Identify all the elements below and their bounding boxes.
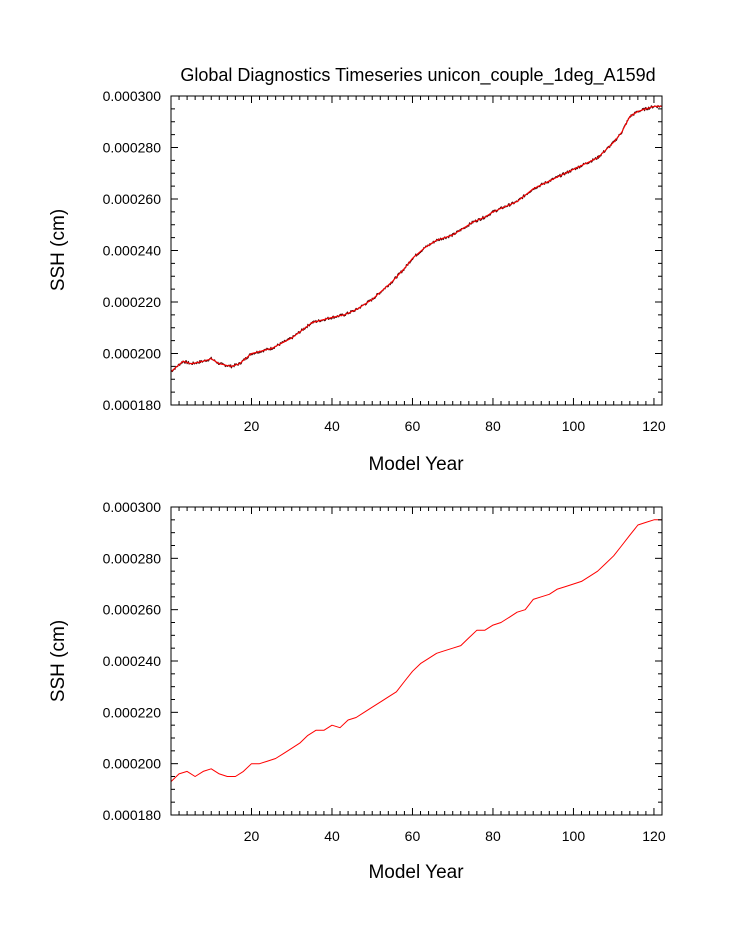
top-y-tick-label: 0.000200 bbox=[103, 346, 162, 362]
top-series-overlay bbox=[170, 105, 662, 372]
top-y-tick-label: 0.000300 bbox=[103, 88, 162, 104]
bottom-y-tick-label: 0.000200 bbox=[103, 756, 162, 772]
bottom-x-tick-label: 40 bbox=[324, 828, 340, 844]
top-y-axis-title: SSH (cm) bbox=[48, 209, 69, 291]
bottom-panel: 20 40 60 80 100 120 0.000180 0.000200 0.000220 0.… bbox=[48, 499, 666, 883]
bottom-x-tick-label: 20 bbox=[244, 828, 260, 844]
bottom-series-line-0 bbox=[170, 519, 662, 782]
top-y-tick-label: 0.000280 bbox=[103, 140, 162, 156]
bottom-y-tick-label: 0.000260 bbox=[103, 602, 162, 618]
top-series-line-0 bbox=[170, 104, 663, 373]
top-x-axis-title: Model Year bbox=[368, 454, 464, 475]
top-panel: 20 40 60 80 100 120 0.000180 0.000200 0.000220 0.… bbox=[48, 88, 666, 475]
top-y-tick-label: 0.000180 bbox=[103, 397, 162, 413]
top-y-tick-label: 0.000220 bbox=[103, 294, 162, 310]
bottom-x-axis-title: Model Year bbox=[368, 862, 464, 883]
chart-title: Global Diagnostics Timeseries unicon_cou… bbox=[180, 65, 655, 86]
bottom-y-tick-label: 0.000180 bbox=[103, 807, 162, 823]
top-y-tick-label: 0.000260 bbox=[103, 191, 162, 207]
top-y-tick-label: 0.000240 bbox=[103, 243, 162, 259]
bottom-y-tick-label: 0.000280 bbox=[103, 550, 162, 566]
bottom-y-tick-label: 0.000300 bbox=[103, 499, 162, 515]
bottom-x-tick-label: 100 bbox=[562, 828, 586, 844]
top-x-tick-label: 20 bbox=[244, 418, 260, 434]
bottom-y-axis-title: SSH (cm) bbox=[48, 620, 69, 702]
top-x-tick-label: 60 bbox=[405, 418, 421, 434]
bottom-y-tick-label: 0.000220 bbox=[103, 704, 162, 720]
top-x-tick-label: 120 bbox=[642, 418, 666, 434]
top-x-tick-label: 40 bbox=[324, 418, 340, 434]
bottom-x-tick-label: 120 bbox=[642, 828, 666, 844]
bottom-y-tick-label: 0.000240 bbox=[103, 653, 162, 669]
bottom-x-tick-label: 60 bbox=[405, 828, 421, 844]
top-x-tick-label: 100 bbox=[562, 418, 586, 434]
bottom-x-tick-label: 80 bbox=[485, 828, 501, 844]
top-x-tick-label: 80 bbox=[485, 418, 501, 434]
